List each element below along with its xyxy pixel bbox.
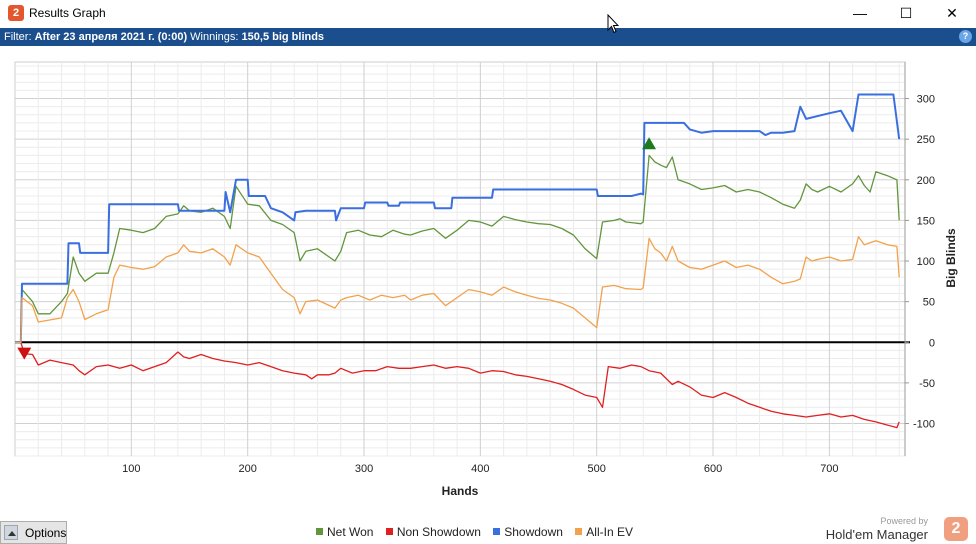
filter-value: After 23 апреля 2021 г. (0:00) (34, 31, 188, 43)
results-graph-chart: 100 200 300 400 500 600 700 -100 -50 0 50 100 150 200… (14, 61, 958, 498)
title-bar: 2 Results Graph — ☐ ✕ (0, 0, 976, 28)
window-title: Results Graph (29, 6, 106, 20)
options-button[interactable]: Options (0, 521, 67, 544)
y-tick-label: 50 (923, 297, 935, 309)
y-tick-label: -50 (919, 378, 935, 390)
y-tick-label: 150 (917, 215, 935, 227)
brand-name: Hold'em Manager (825, 527, 928, 542)
mouse-cursor-icon (607, 14, 619, 34)
powered-by-text: Powered by (880, 516, 928, 526)
x-tick-label: 500 (588, 463, 606, 475)
maximize-button[interactable]: ☐ (899, 5, 913, 21)
series-line-non-showdown (15, 341, 900, 429)
legend-allin-ev[interactable]: All-In EV (575, 525, 633, 539)
filter-label: Filter: (4, 31, 32, 43)
winnings-value: 150,5 big blinds (241, 31, 325, 43)
collapse-arrow-icon[interactable] (4, 525, 18, 540)
chart-legend: Net Won Non Showdown Showdown All-In EV (316, 525, 642, 541)
brand-block: Powered by Hold'em Manager 2 (825, 514, 968, 544)
y-tick-label: 300 (917, 94, 935, 106)
close-button[interactable]: ✕ (946, 5, 958, 21)
grid (14, 61, 906, 457)
filter-bar: Filter: After 23 апреля 2021 г. (0:00) W… (0, 28, 976, 46)
y-tick-label: 250 (917, 134, 935, 146)
legend-swatch (493, 528, 501, 535)
axes: 100 200 300 400 500 600 700 -100 -50 0 50 100 150 200… (15, 62, 935, 475)
hm2-logo-icon: 2 (944, 517, 968, 541)
plot-area (14, 61, 906, 457)
x-tick-label: 200 (239, 463, 257, 475)
legend-showdown[interactable]: Showdown (493, 525, 563, 539)
options-button-label: Options (25, 526, 67, 540)
help-icon[interactable]: ? (959, 30, 972, 43)
winnings-label: Winnings: (190, 31, 239, 43)
legend-swatch (575, 528, 583, 535)
max-marker-icon (642, 137, 657, 150)
legend-swatch (316, 528, 323, 535)
y-tick-label: 200 (917, 175, 935, 187)
app-logo-icon: 2 (8, 5, 24, 21)
legend-swatch (385, 528, 393, 535)
y-axis-title: Big Blinds (944, 228, 958, 288)
y-tick-label: 100 (917, 256, 935, 268)
min-marker-icon (17, 347, 32, 360)
legend-non-showdown[interactable]: Non Showdown (385, 525, 481, 539)
x-tick-label: 400 (471, 463, 489, 475)
series-line-allin-ev (15, 236, 900, 343)
minimize-button[interactable]: — (853, 5, 867, 21)
series-line-net-won (15, 154, 900, 343)
legend-net-won[interactable]: Net Won (316, 525, 373, 539)
series-line-showdown (15, 93, 901, 344)
x-tick-label: 700 (820, 463, 838, 475)
x-tick-label: 600 (704, 463, 722, 475)
series (15, 93, 901, 429)
x-axis-title: Hands (442, 484, 479, 498)
x-tick-label: 300 (355, 463, 373, 475)
y-tick-label: -100 (913, 419, 935, 431)
y-tick-label: 0 (929, 337, 935, 349)
markers (17, 137, 657, 360)
x-tick-label: 100 (122, 463, 140, 475)
